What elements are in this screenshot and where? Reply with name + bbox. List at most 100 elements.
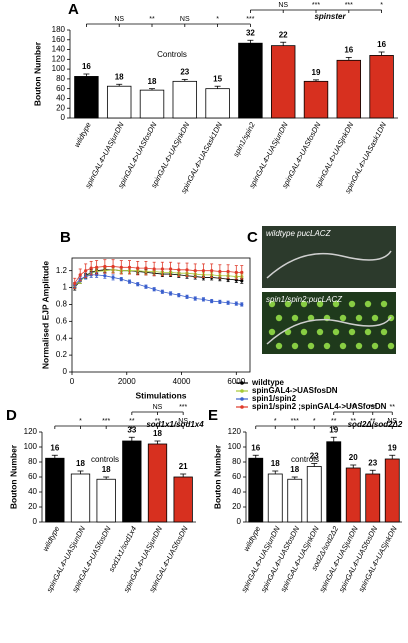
significance-label: NS xyxy=(278,2,288,9)
panel-letter: C xyxy=(247,229,258,246)
data-point xyxy=(234,302,238,306)
data-point xyxy=(111,264,115,269)
bar xyxy=(270,45,296,119)
y-tick-label: 1.2 xyxy=(56,266,68,275)
bar xyxy=(369,55,394,119)
data-point xyxy=(84,269,88,273)
bar xyxy=(326,441,342,523)
data-point xyxy=(111,275,115,280)
significance-label: ** xyxy=(370,418,376,425)
group-label: spinster xyxy=(314,12,346,21)
x-tick-label: 4000 xyxy=(173,377,191,386)
group-label: controls xyxy=(291,455,319,464)
significance-label: * xyxy=(79,418,82,425)
nucleus xyxy=(380,300,388,308)
y-tick-label: 0.4 xyxy=(56,333,68,342)
bar xyxy=(365,473,381,523)
sample-size: 23 xyxy=(310,452,319,461)
nucleus xyxy=(364,300,372,308)
significance-label: NS xyxy=(387,418,397,425)
x-axis-label: Stimulations xyxy=(135,390,186,400)
bar xyxy=(139,89,165,119)
bar xyxy=(74,76,99,119)
nucleus xyxy=(339,314,347,322)
sample-size: 18 xyxy=(76,459,85,468)
data-point xyxy=(218,300,222,304)
nucleus xyxy=(387,342,395,350)
y-tick-label: 120 xyxy=(228,427,242,436)
bar xyxy=(70,473,91,523)
nucleus xyxy=(284,300,292,308)
y-axis-label: Bouton Number xyxy=(32,41,42,106)
sample-size: 19 xyxy=(312,68,321,77)
data-point xyxy=(234,270,238,274)
data-point xyxy=(210,269,214,273)
significance-label: *** xyxy=(246,16,254,23)
significance-label: ** xyxy=(390,404,396,411)
significance-label: * xyxy=(380,2,383,9)
nucleus xyxy=(316,300,324,308)
nucleus xyxy=(332,300,340,308)
y-tick-label: 0.6 xyxy=(56,316,68,325)
group-label: controls xyxy=(91,455,119,464)
legend-marker xyxy=(240,389,244,393)
bar xyxy=(96,478,116,523)
sample-size: 23 xyxy=(180,67,189,76)
image-label: spin1/spin2;pucLACZ xyxy=(266,295,343,304)
data-point xyxy=(201,297,206,301)
y-tick-label: 140 xyxy=(52,45,66,54)
y-tick-label: 120 xyxy=(24,427,38,436)
sample-size: 19 xyxy=(388,443,397,452)
significance-label: ** xyxy=(129,418,135,425)
series-line xyxy=(74,274,242,305)
data-point xyxy=(152,267,156,271)
data-point xyxy=(95,265,99,269)
sample-size: 23 xyxy=(368,458,377,467)
significance-label: NS xyxy=(114,16,124,23)
data-point xyxy=(103,264,107,269)
y-tick-label: 0 xyxy=(237,517,242,526)
nucleus xyxy=(268,328,276,336)
y-axis-label: Bouton Number xyxy=(8,444,18,509)
legend-label: spin1/spin2 xyxy=(252,394,297,403)
series-line xyxy=(74,269,242,288)
panel-letter: E xyxy=(208,407,218,424)
y-tick-label: 0.2 xyxy=(56,350,68,359)
nucleus xyxy=(291,342,299,350)
group-label: sod2Δ/sod2Δ2 xyxy=(348,420,403,429)
y-tick-label: 60 xyxy=(28,472,37,481)
significance-label: *** xyxy=(102,418,110,425)
bar xyxy=(345,467,361,523)
sample-size: 16 xyxy=(377,40,386,49)
micrograph xyxy=(262,226,396,288)
data-point xyxy=(78,273,82,277)
y-tick-label: 120 xyxy=(52,54,66,63)
data-point xyxy=(160,267,164,271)
data-point xyxy=(185,268,189,272)
sample-size: 33 xyxy=(127,425,136,434)
data-point xyxy=(226,269,230,274)
sample-size: 21 xyxy=(179,462,188,471)
nucleus xyxy=(371,342,379,350)
data-point xyxy=(240,270,244,274)
nerve xyxy=(266,250,392,279)
significance-label: ** xyxy=(155,418,161,425)
nucleus xyxy=(355,342,363,350)
significance-label: NS xyxy=(178,418,188,425)
sample-size: 18 xyxy=(271,459,280,468)
y-tick-label: 40 xyxy=(28,487,37,496)
significance-label: ** xyxy=(351,418,357,425)
bar xyxy=(172,80,198,119)
nucleus xyxy=(316,328,324,336)
data-point xyxy=(73,281,77,285)
nucleus xyxy=(275,314,283,322)
y-tick-label: 0.8 xyxy=(56,300,68,309)
group-label: sod1x1/sod1x4 xyxy=(146,420,204,429)
bar xyxy=(238,42,263,119)
sample-size: 16 xyxy=(251,443,260,452)
y-tick-label: 60 xyxy=(56,84,65,93)
data-point xyxy=(160,290,164,294)
x-tick-label: wildtype xyxy=(242,525,263,553)
nucleus xyxy=(348,328,356,336)
y-tick-label: 20 xyxy=(56,103,65,112)
